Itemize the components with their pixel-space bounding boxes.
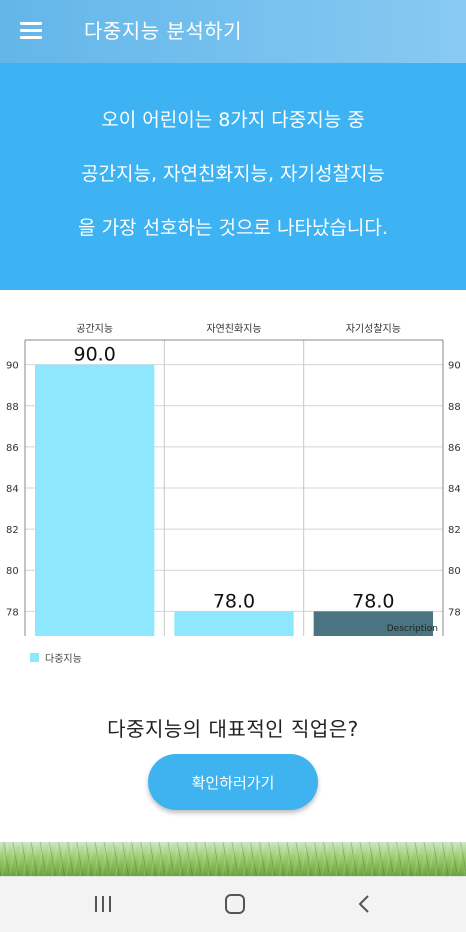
- bar-value-label: 90.0: [74, 344, 116, 366]
- bar-value-label: 78.0: [352, 590, 394, 612]
- y-tick-label-right: 86: [448, 443, 461, 454]
- result-banner: 오이 어린이는 8가지 다중지능 중 공간지능, 자연친화지능, 자기성찰지능 …: [0, 63, 466, 290]
- jobs-question: 다중지능의 대표적인 직업은?: [107, 717, 359, 741]
- y-tick-label-right: 82: [448, 525, 461, 536]
- summary-line-3: 을 가장 선호하는 것으로 나타났습니다.: [78, 216, 388, 239]
- y-tick-label-right: 80: [448, 566, 461, 577]
- hamburger-menu-icon[interactable]: [20, 22, 42, 40]
- home-icon[interactable]: [225, 894, 245, 914]
- intelligence-bar-chart: 78 78 80 80 82 82 84 84 86 86 88 88 90 90 90.0 공간지능 78.0…: [0, 300, 466, 680]
- bar-value-label: 78.0: [213, 590, 255, 612]
- summary-line-2: 공간지능, 자연친화지능, 자기성찰지능: [81, 162, 385, 185]
- bar-2: [174, 611, 294, 636]
- category-label: 공간지능: [76, 323, 113, 335]
- y-tick-label-right: 78: [448, 607, 461, 618]
- summary-line-1: 오이 어린이는 8가지 다중지능 중: [101, 108, 365, 131]
- y-tick-label-left: 82: [6, 525, 19, 536]
- bar-3: [313, 611, 433, 636]
- y-tick-label-left: 80: [6, 566, 19, 577]
- y-tick-label-right: 84: [448, 484, 461, 495]
- y-tick-label-left: 86: [6, 443, 19, 454]
- category-label: 자기성찰지능: [346, 323, 401, 335]
- y-tick-label-right: 90: [448, 361, 461, 372]
- system-nav-bar: [0, 876, 466, 932]
- chart-description: Description: [387, 624, 438, 634]
- page-title: 다중지능 분석하기: [84, 19, 243, 43]
- y-tick-label-right: 88: [448, 402, 461, 413]
- legend-swatch: [30, 653, 39, 662]
- y-tick-label-left: 90: [6, 361, 19, 372]
- y-tick-label-left: 84: [6, 484, 19, 495]
- back-icon[interactable]: [357, 894, 371, 914]
- result-summary: 오이 어린이는 8가지 다중지능 중 공간지능, 자연친화지능, 자기성찰지능 …: [78, 80, 388, 269]
- recent-apps-icon[interactable]: [95, 896, 113, 912]
- chart-canvas: 78 78 80 80 82 82 84 84 86 86 88 88 90 90 90.0 공간지능 78.0…: [6, 323, 461, 636]
- legend-label: 다중지능: [45, 654, 82, 665]
- category-label: 자연친화지능: [206, 323, 261, 335]
- chart-legend: 다중지능: [30, 650, 82, 665]
- app-bar: 다중지능 분석하기: [0, 0, 466, 63]
- y-tick-label-left: 88: [6, 402, 19, 413]
- check-jobs-button[interactable]: 확인하러가기: [148, 754, 318, 810]
- grass-decoration: [0, 842, 466, 876]
- y-tick-label-left: 78: [6, 607, 19, 618]
- bar-1: [35, 364, 155, 636]
